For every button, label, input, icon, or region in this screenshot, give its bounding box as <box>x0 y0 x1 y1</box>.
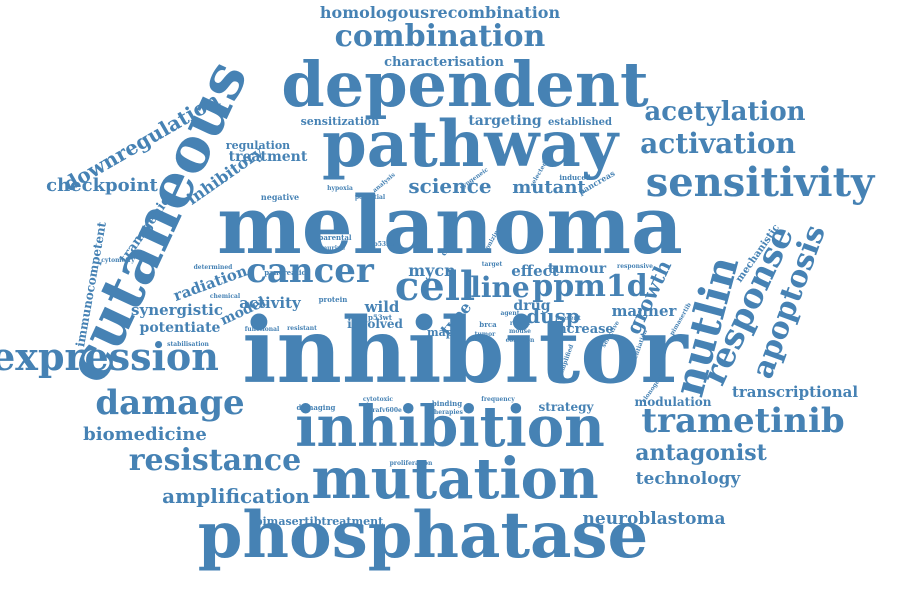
word-increase: increase <box>552 322 613 337</box>
word-transcriptional: transcriptional <box>732 383 858 401</box>
word-induced: induced <box>559 173 590 182</box>
word-parental: parental <box>318 233 351 242</box>
word-resistant: resistant <box>287 325 317 332</box>
word-cancer: cancer <box>246 251 375 291</box>
word-target: target <box>482 261 503 268</box>
word-treatment: treatment <box>229 149 308 165</box>
word-sensitization: sensitization <box>301 115 380 128</box>
word-retain: retain <box>510 320 531 327</box>
word-technology: technology <box>636 469 742 489</box>
word-determined: determined <box>194 264 234 271</box>
word-negative: negative <box>261 192 299 202</box>
word-potentiate: potentiate <box>140 320 221 336</box>
word-resistance: resistance <box>129 443 302 478</box>
word-biomedicine: biomedicine <box>83 424 207 445</box>
word-functional: functional <box>245 326 280 333</box>
word-responsive: responsive <box>617 263 653 270</box>
word-brafv600e: brafv600e <box>368 407 402 414</box>
word-cell: cell <box>395 263 475 310</box>
word-characterisation: characterisation <box>384 55 504 70</box>
word-potential: potential <box>355 194 386 201</box>
word-brca: brca <box>479 320 497 329</box>
word-pimasertibtreatment: pimasertibtreatment <box>255 515 384 528</box>
word-neuroblastoma: neuroblastoma <box>583 509 726 529</box>
word-p53wt: p53wt <box>368 313 393 322</box>
word-ppm1d: ppm1d <box>532 269 648 304</box>
word-drug: drug <box>513 298 550 314</box>
word-dusp: dusp <box>526 304 580 328</box>
word-wild: wild <box>364 298 400 316</box>
word-strategy: strategy <box>539 400 595 414</box>
word-binding: binding <box>432 399 462 408</box>
word-tumour: tumour <box>548 261 607 277</box>
word-trametinib: trametinib <box>641 401 844 441</box>
word-pancreatic: pancreatic <box>264 268 306 277</box>
word-tumor: tumor <box>475 331 496 338</box>
word-mapk: mapk <box>427 326 461 339</box>
word-common: common <box>506 337 535 344</box>
word-phosphatase: phosphatase <box>198 498 649 573</box>
word-antagonist: antagonist <box>635 440 767 466</box>
word-combination: combination <box>335 19 546 54</box>
word-expression: expression <box>0 334 219 379</box>
word-involved: involved <box>347 317 403 331</box>
word-dependent: dependent <box>281 48 649 121</box>
word-stabilisation: stabilisation <box>167 341 209 348</box>
word-mouse: mouse <box>509 328 531 335</box>
word-p53ser: p53ser <box>374 241 398 248</box>
word-effect: effect <box>511 262 559 280</box>
word-inhibition: inhibition <box>295 394 605 460</box>
word-cytometry: cytometry <box>101 257 135 264</box>
word-mutant: mutant <box>512 177 586 198</box>
word-therapies: therapies <box>431 409 463 416</box>
word-activation: activation <box>640 127 796 160</box>
word-targeting: targeting <box>468 113 542 129</box>
word-homologousrecombination: homologousrecombination <box>320 3 561 22</box>
word-damage: damage <box>95 383 244 423</box>
word-modulation: modulation <box>635 395 712 409</box>
word-activity: activity <box>239 294 302 312</box>
word-proliferation: proliferation <box>390 460 433 467</box>
word-frequency: frequency <box>481 396 515 403</box>
word-synergistic: synergistic <box>131 301 223 319</box>
word-mycn: mycn <box>408 261 456 280</box>
word-amplification: amplification <box>162 484 310 508</box>
word-chemical: chemical <box>210 293 241 300</box>
word-melanoma: melanoma <box>217 178 683 272</box>
word-protein: protein <box>319 295 348 304</box>
word-pathway: pathway <box>322 107 620 182</box>
word-murine: murine <box>321 245 346 252</box>
word-line: line <box>470 271 529 304</box>
word-hypoxia: hypoxia <box>327 185 353 192</box>
word-manner: manner <box>612 302 678 320</box>
word-cytotoxic: cytotoxic <box>363 396 394 403</box>
word-mutation: mutation <box>311 446 598 512</box>
word-checkpoint: checkpoint <box>46 175 158 196</box>
word-present: present <box>555 315 581 322</box>
word-inhibitor: inhibitor <box>242 298 689 404</box>
word-regulation: regulation <box>226 139 290 152</box>
word-sensitivity: sensitivity <box>646 159 876 206</box>
word-acetylation: acetylation <box>644 97 805 127</box>
word-established: established <box>548 117 612 128</box>
word-science: science <box>408 174 491 198</box>
word-damaging: damaging <box>297 403 336 412</box>
word-agent: agent <box>500 310 519 317</box>
